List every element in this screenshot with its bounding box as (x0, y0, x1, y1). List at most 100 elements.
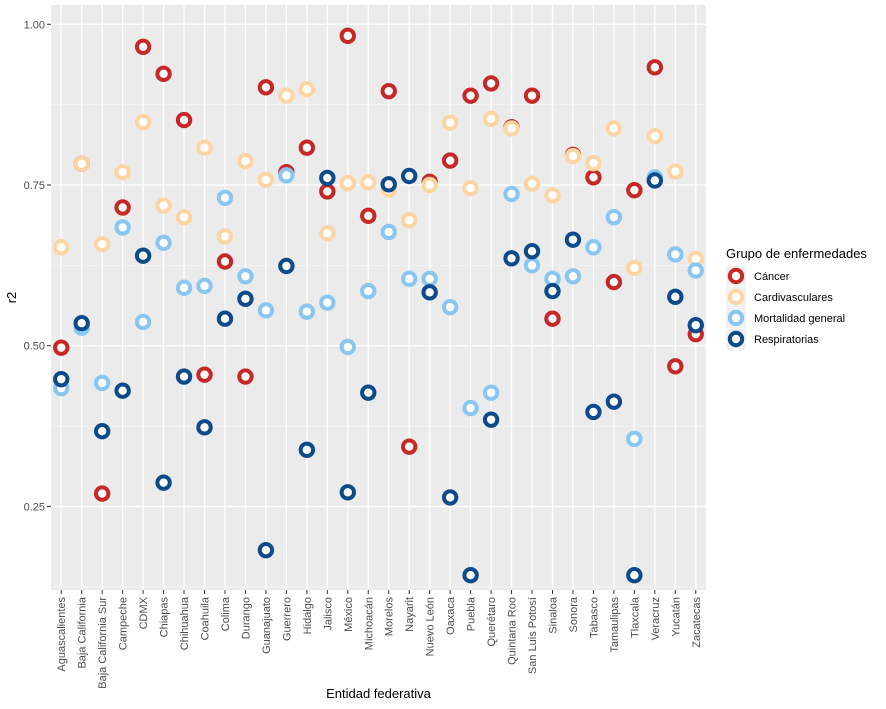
plot-panel (51, 5, 706, 590)
y-tick-label: 0.50 (24, 341, 45, 353)
data-point (319, 294, 336, 311)
x-tick-label: Guerrero (281, 597, 293, 641)
data-point (360, 384, 377, 401)
data-point (523, 87, 541, 104)
y-axis: 0.25 0.50 0.75 1.00 (24, 19, 51, 513)
data-point (237, 368, 254, 385)
data-point (73, 315, 90, 332)
x-tick-label: Tlaxcala (629, 596, 641, 638)
data-point (298, 81, 316, 98)
data-point (134, 113, 152, 131)
legend-marker (727, 330, 745, 348)
legend-label: Respiratorias (754, 334, 819, 346)
data-point (175, 279, 193, 297)
data-point (278, 167, 295, 184)
data-point (503, 250, 520, 267)
y-tick-label: 0.25 (24, 501, 45, 513)
data-point (298, 139, 316, 156)
data-point (564, 147, 582, 165)
data-point (298, 441, 316, 459)
x-tick-label: Puebla (466, 596, 478, 631)
data-point (667, 163, 684, 180)
data-point (216, 253, 234, 270)
data-point (626, 567, 643, 584)
data-point (380, 82, 397, 100)
data-point (605, 273, 623, 291)
legend-title: Grupo de enfermedades (726, 246, 867, 261)
data-point (93, 374, 111, 392)
x-tick-label: Tabasco (588, 597, 600, 638)
data-point (482, 384, 500, 401)
data-point (585, 154, 602, 172)
data-point (360, 282, 377, 300)
data-point (626, 430, 643, 448)
data-point (482, 411, 500, 428)
data-point (175, 368, 193, 385)
x-tick-label: Colima (220, 596, 232, 631)
data-point (687, 262, 704, 279)
data-point (134, 247, 152, 264)
data-point (482, 75, 500, 92)
data-point (441, 489, 459, 506)
data-point (155, 197, 172, 214)
data-point (196, 366, 213, 383)
y-axis-title: r2 (4, 292, 19, 304)
data-point (257, 302, 275, 319)
x-tick-label: Coahuila (200, 596, 212, 640)
x-tick-label: Guanajuato (261, 597, 273, 654)
data-point (53, 339, 70, 356)
data-point (564, 268, 582, 285)
data-point (319, 169, 336, 187)
data-point (544, 282, 561, 300)
x-tick-label: Chiapas (159, 597, 171, 638)
data-point (626, 259, 643, 277)
data-point (155, 234, 172, 252)
legend-label: Cardivasculares (754, 292, 833, 304)
data-point (278, 87, 295, 104)
x-axis: Aguascalientes Baja California Baja Califo… (56, 590, 703, 689)
x-tick-label: Campeche (118, 597, 130, 650)
data-point (544, 187, 561, 204)
data-point (339, 174, 356, 192)
data-point (421, 270, 438, 288)
data-point (585, 239, 602, 256)
data-point (216, 310, 234, 327)
data-point (196, 139, 213, 156)
data-point (319, 225, 336, 242)
data-point (257, 79, 275, 96)
data-point (114, 219, 131, 236)
x-tick-label: Sonora (568, 596, 580, 632)
data-point (93, 235, 111, 253)
x-tick-label: Jalisco (322, 597, 334, 631)
x-tick-label: Durango (240, 597, 252, 639)
data-point (237, 290, 254, 307)
data-point (360, 207, 377, 225)
data-point (196, 419, 213, 436)
data-point (73, 155, 90, 172)
data-point (114, 163, 131, 181)
data-point (605, 208, 623, 226)
y-tick-label: 0.75 (24, 180, 45, 192)
x-tick-label: Morelos (384, 597, 396, 637)
data-point (114, 199, 131, 216)
data-point (441, 114, 459, 131)
x-tick-label: Querétaro (486, 597, 498, 647)
legend-label: Cáncer (754, 271, 790, 283)
data-point (319, 183, 336, 200)
points (53, 27, 704, 584)
x-tick-label: Oaxaca (445, 596, 457, 635)
x-tick-label: Sinaloa (547, 596, 559, 634)
data-point (298, 303, 316, 320)
data-point (360, 174, 377, 191)
data-point (667, 358, 684, 375)
x-tick-label: Yucatán (670, 597, 682, 637)
x-tick-label: Veracruz (650, 597, 662, 640)
x-tick-label: Aguascalientes (56, 597, 68, 672)
data-point (523, 243, 541, 260)
data-point (175, 208, 193, 226)
data-point (544, 310, 561, 327)
legend-marker (727, 309, 745, 327)
legend-marker (727, 267, 745, 285)
data-point (401, 167, 418, 185)
data-point (687, 316, 704, 334)
